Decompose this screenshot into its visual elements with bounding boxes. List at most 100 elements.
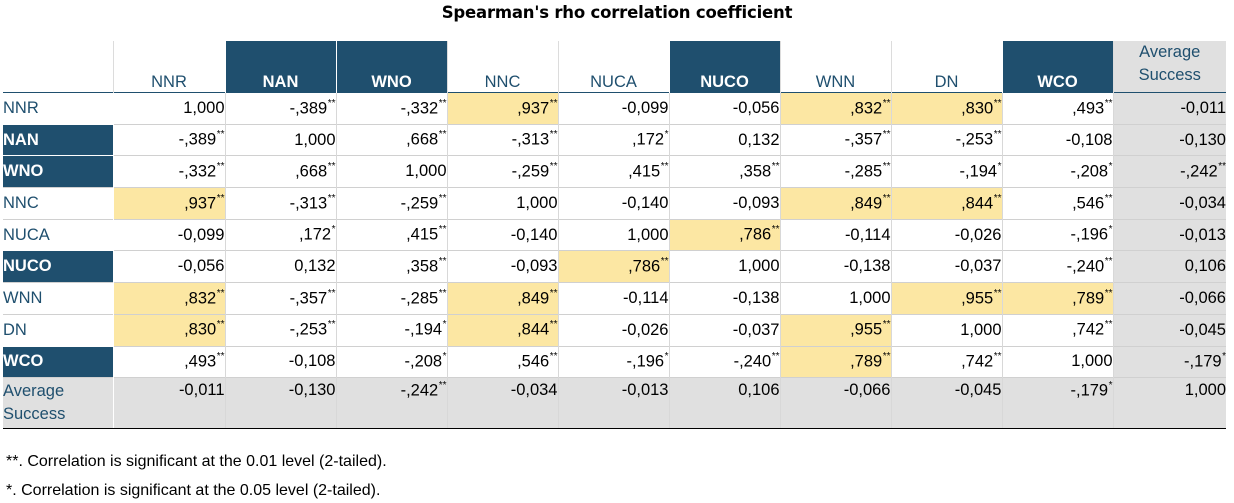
significance-marker: ** [327,319,336,331]
row-header-nnc: NNC [3,187,114,220]
correlation-cell: ,789** [1001,282,1113,315]
correlation-cell: 1,000 [890,313,1002,346]
cell-value: -,313 [511,130,550,149]
significance-marker: ** [327,287,336,299]
cell-value: ,832 [850,99,883,118]
cell-value: -,313 [289,194,328,213]
correlation-cell: -0,013 [557,377,669,430]
cell-value: 0,132 [294,257,336,276]
correlation-table: NNR NAN WNO NNC NUCA NUCO WNN DN WCO Average Succ… [3,41,1226,430]
cell-value: ,546 [517,352,550,371]
significance-marker: ** [216,319,225,331]
column-header-wnn: WNN [779,41,891,93]
table-row: Average Success -0,011 -0,130 -,242** -0,034… [3,377,1226,430]
cell-value: ,849 [850,194,883,213]
correlation-cell: 1,000 [112,92,225,125]
cell-value: -0,114 [622,288,669,307]
correlation-cell: -,313** [446,123,558,156]
cell-value: -0,138 [843,257,891,276]
cell-value: -0,130 [1179,130,1226,149]
column-header-nnr: NNR [112,41,225,93]
correlation-cell: ,955** [779,313,891,346]
correlation-cell: -,240** [668,345,780,378]
significance-marker: ** [1104,287,1113,299]
significance-marker: ** [771,224,780,236]
correlation-cell: -0,140 [446,218,558,251]
correlation-cell: ,493** [112,345,225,378]
significance-marker: ** [438,287,447,299]
cell-value: -,259 [400,194,439,213]
correlation-cell: -0,114 [779,218,891,251]
correlation-cell: ,546** [446,345,558,378]
cell-value: -0,011 [178,381,225,400]
significance-marker: ** [438,256,447,268]
significance-marker: ** [438,380,447,392]
correlation-cell: -,242** [1112,155,1226,188]
correlation-cell: -0,130 [1112,123,1226,156]
correlation-cell: 0,106 [668,377,780,430]
table-row: WNO -,332** ,668** 1,000 -,259** ,415** ,358**… [3,155,1226,188]
cell-value: ,830 [184,320,217,339]
cell-value: -0,140 [621,193,669,212]
significance-marker: ** [1104,256,1113,268]
correlation-cell: ,415** [557,155,669,188]
significance-marker: ** [549,129,558,141]
correlation-cell: ,786** [668,218,780,251]
correlation-cell: ,937** [112,187,225,220]
correlation-cell: -0,011 [112,377,225,430]
footnote-001: **. Correlation is significant at the 0.… [6,453,387,470]
correlation-cell: -,208* [335,345,447,378]
cell-value: -0,045 [954,381,1002,400]
correlation-cell: -,253** [224,313,336,346]
correlation-cell: -0,099 [557,92,669,125]
cell-value: ,849 [517,289,550,308]
cell-value: -,208 [404,352,443,371]
cell-value: -,242 [1180,162,1218,181]
cell-value: ,832 [184,289,217,308]
cell-value: -0,056 [177,257,225,276]
cell-value: ,844 [961,194,994,213]
cell-value: ,789 [1072,289,1105,308]
cell-value: ,742 [961,352,994,371]
cell-value: 1,000 [849,288,891,307]
cell-value: -0,011 [1180,98,1226,117]
corner-cell [3,41,113,93]
cell-value: ,937 [184,194,217,213]
cell-value: -,389 [289,99,328,118]
cell-value: -0,066 [843,381,891,400]
cell-value: -0,108 [1065,130,1113,149]
correlation-cell: 1,000 [335,155,447,188]
correlation-cell: -0,034 [446,377,558,430]
cell-value: -,259 [511,162,550,181]
significance-marker: ** [216,287,225,299]
significance-marker: ** [882,319,891,331]
significance-marker: ** [216,192,225,204]
column-header-dn: DN [890,41,1002,93]
table-row: NUCA -0,099,172* ,415** -0,140 1,000,786** -0… [3,218,1226,251]
correlation-cell: -,285** [779,155,891,188]
correlation-cell: -0,037 [890,250,1002,283]
significance-marker: ** [882,160,891,172]
correlation-cell: -0,026 [890,218,1002,251]
cell-value: -0,099 [177,225,225,244]
significance-marker: ** [549,319,558,331]
cell-value: -0,056 [732,98,780,117]
correlation-cell: 1,000 [668,250,780,283]
cell-value: -0,140 [510,225,558,244]
significance-marker: * [1108,380,1113,392]
cell-value: ,493 [1072,99,1105,118]
significance-marker: ** [882,192,891,204]
cell-value: 0,132 [738,130,780,149]
cell-value: -,194 [404,320,443,339]
correlation-cell: 0,106 [1112,250,1226,283]
correlation-cell: -,194* [890,155,1002,188]
cell-value: -,179 [1070,381,1109,400]
significance-marker: * [442,319,447,331]
significance-marker: * [1108,224,1113,236]
correlation-cell: ,668** [335,123,447,156]
correlation-cell: -0,138 [668,282,780,315]
cell-value: 1,000 [516,193,558,212]
cell-value: 1,000 [183,98,225,117]
significance-marker: ** [993,287,1002,299]
correlation-cell: ,358** [668,155,780,188]
